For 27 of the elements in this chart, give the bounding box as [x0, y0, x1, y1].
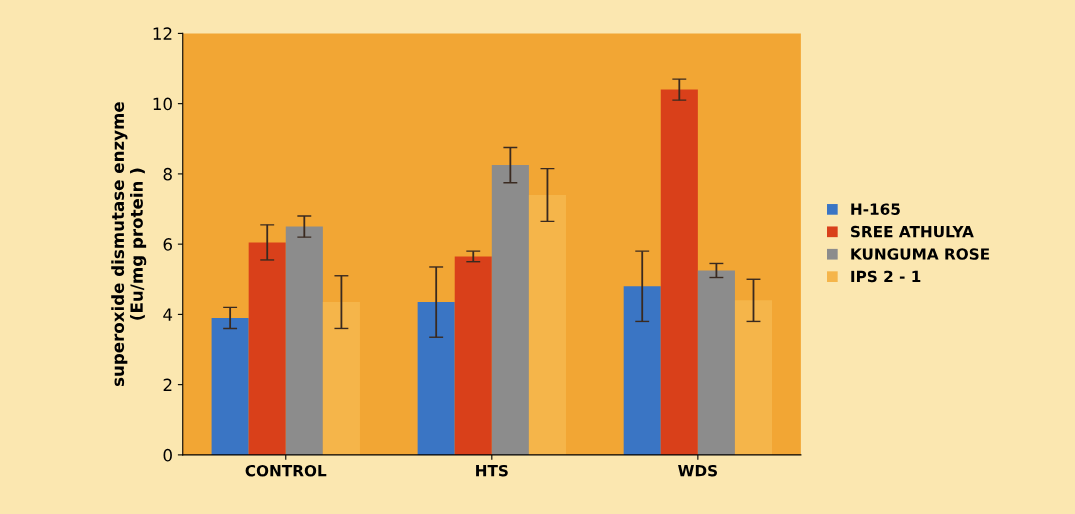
x-tick-label: WDS — [678, 464, 717, 477]
y-tick-label: 8 — [163, 167, 172, 181]
y-axis-title: superoxide dismutase enzyme (Eu/mg protein ) — [111, 102, 147, 387]
bar — [417, 302, 455, 455]
bar — [211, 317, 249, 455]
legend-label: H-165 — [851, 203, 900, 215]
legend-label: SREE ATHULYA — [851, 225, 974, 238]
bar — [528, 194, 566, 455]
bar — [248, 242, 286, 455]
bar — [491, 165, 529, 455]
legend-label: IPS 2 - 1 — [851, 270, 921, 283]
y-tick-label: 12 — [153, 27, 172, 40]
y-tick-label: 0 — [163, 448, 172, 462]
legend-label: KUNGUMA ROSE — [851, 248, 990, 260]
y-tick-label: 2 — [163, 378, 172, 391]
bar — [660, 89, 698, 455]
bar — [734, 300, 773, 455]
bar — [623, 286, 661, 455]
x-tick-label: CONTROL — [245, 464, 327, 477]
bar — [454, 256, 492, 455]
x-tick-label: HTS — [476, 464, 508, 477]
y-tick-label: 10 — [153, 97, 172, 111]
bar — [322, 302, 360, 455]
y-tick-label: 6 — [163, 238, 172, 251]
bar — [285, 226, 323, 455]
y-tick-label: 4 — [163, 308, 173, 321]
bar — [697, 270, 735, 455]
